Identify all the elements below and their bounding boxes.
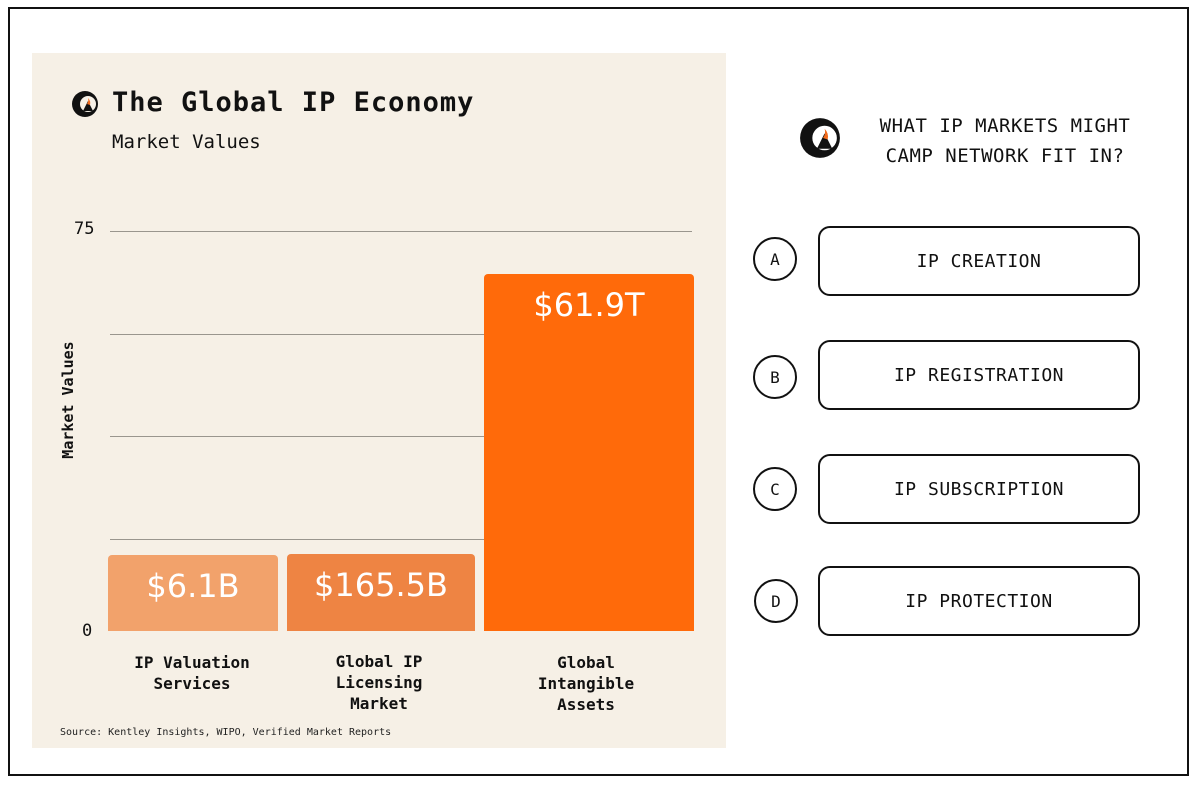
chart-title: The Global IP Economy	[112, 87, 475, 118]
camp-logo-icon	[72, 91, 98, 117]
category-label-line: IP Valuation	[134, 653, 250, 672]
category-label-line: Global IP	[335, 652, 423, 671]
option-b-letter[interactable]: B	[753, 355, 797, 399]
category-label: Global IP Licensing Market	[295, 651, 463, 714]
y-tick-0: 0	[82, 621, 93, 641]
bar-value-label: $165.5B	[314, 566, 448, 604]
y-tick-75: 75	[74, 219, 95, 239]
camp-logo-icon	[800, 118, 840, 158]
chart-panel: The Global IP Economy Market Values Mark…	[32, 53, 726, 748]
gridline	[110, 334, 692, 335]
bar	[484, 274, 694, 631]
bar-value-label: $6.1B	[146, 567, 240, 605]
category-label-line: Intangible	[537, 674, 635, 693]
category-label-line: Licensing	[335, 673, 423, 692]
option-c-letter[interactable]: C	[753, 467, 797, 511]
y-axis-label: Market Values	[59, 341, 77, 459]
category-label-line: Market	[350, 694, 408, 713]
bar	[287, 554, 475, 631]
category-label: Global Intangible Assets	[502, 652, 670, 715]
chart-subtitle: Market Values	[112, 131, 261, 153]
gridline	[110, 539, 692, 540]
quiz-question: WHAT IP MARKETS MIGHT CAMP NETWORK FIT I…	[879, 115, 1131, 167]
option-a-letter[interactable]: A	[753, 237, 797, 281]
category-label: IP Valuation Services	[108, 652, 276, 694]
option-d-button[interactable]: IP PROTECTION	[818, 566, 1140, 636]
option-c-button[interactable]: IP SUBSCRIPTION	[818, 454, 1140, 524]
option-a-button[interactable]: IP CREATION	[818, 226, 1140, 296]
option-b-button[interactable]: IP REGISTRATION	[818, 340, 1140, 410]
category-label-line: Global	[557, 653, 615, 672]
bar	[108, 555, 278, 631]
category-label-line: Services	[153, 674, 231, 693]
option-d-letter[interactable]: D	[754, 579, 798, 623]
gridline	[110, 231, 692, 232]
category-label-line: Assets	[557, 695, 615, 714]
source-note: Source: Kentley Insights, WIPO, Verified…	[60, 727, 392, 738]
bar-value-label: $61.9T	[533, 286, 645, 324]
gridline	[110, 436, 692, 437]
